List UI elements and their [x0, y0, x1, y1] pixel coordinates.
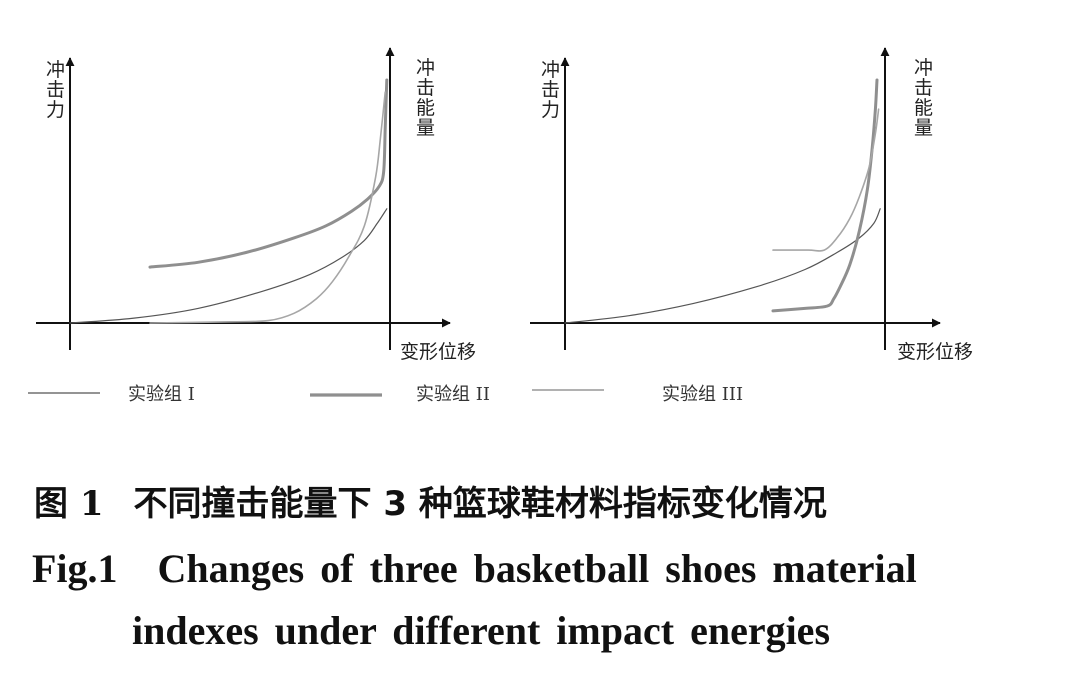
right-panel-y-left-label: 冲击力 [541, 59, 560, 121]
right-panel: 冲击力 冲击能量 变形位移 [530, 47, 973, 363]
left-panel-x-label: 变形位移 [400, 341, 476, 363]
caption-chinese-number: 图 1 [34, 484, 104, 524]
legend-label-group-1: 实验组 I [128, 384, 195, 405]
right-panel-series [564, 78, 881, 324]
figure-chart: 冲击力 冲击能量 变形位移 冲击力 冲击能量 变形位移 实验组 I 实验组 II… [28, 47, 973, 405]
legend: 实验组 I 实验组 II 实验组 III [28, 384, 743, 405]
right-panel-series-line-group-2 [771, 78, 879, 313]
left-panel: 冲击力 冲击能量 变形位移 [36, 47, 476, 363]
left-panel-y-right-label: 冲击能量 [416, 57, 435, 139]
caption-english-line-1: Fig.1 Changes of three basketball shoes m… [32, 545, 1072, 592]
left-panel-series [69, 78, 389, 324]
caption-english-text-2: indexes under different impact energies [132, 608, 831, 653]
left-panel-y-left-label: 冲击力 [46, 59, 65, 121]
right-panel-series-line-group-1 [564, 208, 881, 324]
caption-english-line-2: indexes under different impact energies [132, 607, 1072, 654]
right-panel-series-line-group-3 [772, 108, 880, 252]
caption-english-number: Fig.1 [32, 546, 118, 591]
caption-chinese-text: 不同撞击能量下 3 种篮球鞋材料指标变化情况 [133, 484, 827, 524]
left-panel-series-line-group-3 [149, 91, 386, 324]
legend-label-group-2: 实验组 II [416, 384, 490, 405]
right-panel-x-label: 变形位移 [897, 341, 973, 363]
left-panel-series-line-group-1 [69, 208, 388, 324]
left-panel-series-line-group-2 [148, 78, 389, 269]
right-panel-y-right-label: 冲击能量 [914, 57, 933, 139]
caption-chinese: 图 1 不同撞击能量下 3 种篮球鞋材料指标变化情况 [34, 476, 1072, 525]
legend-label-group-3: 实验组 III [662, 384, 743, 405]
caption-english-text-1: Changes of three basketball shoes materi… [157, 546, 917, 591]
